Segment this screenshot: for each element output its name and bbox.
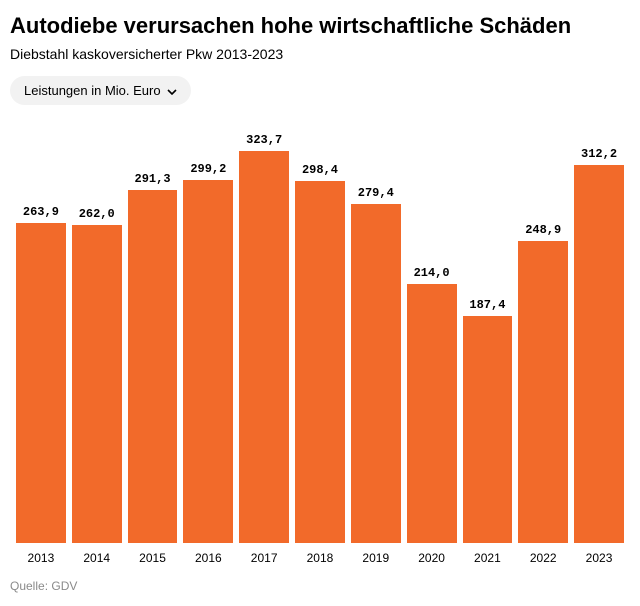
- bar: [16, 223, 66, 543]
- x-tick: 2019: [351, 551, 401, 565]
- bar-col: 262,0: [72, 123, 122, 543]
- bar-value-label: 299,2: [190, 162, 226, 176]
- x-tick: 2018: [295, 551, 345, 565]
- bar: [72, 225, 122, 543]
- bar-col: 187,4: [463, 123, 513, 543]
- bar-value-label: 262,0: [79, 207, 115, 221]
- bar-col: 298,4: [295, 123, 345, 543]
- bar-value-label: 323,7: [246, 133, 282, 147]
- bar-value-label: 291,3: [135, 172, 171, 186]
- bar-col: 291,3: [128, 123, 178, 543]
- bar-value-label: 248,9: [525, 223, 561, 237]
- x-tick: 2022: [518, 551, 568, 565]
- bar-value-label: 298,4: [302, 163, 338, 177]
- x-tick: 2017: [239, 551, 289, 565]
- bar: [463, 316, 513, 543]
- bar-value-label: 187,4: [469, 298, 505, 312]
- x-tick: 2021: [463, 551, 513, 565]
- bar-col: 214,0: [407, 123, 457, 543]
- bar: [407, 284, 457, 543]
- bar: [239, 151, 289, 543]
- bar-col: 279,4: [351, 123, 401, 543]
- chart-subtitle: Diebstahl kaskoversicherter Pkw 2013-202…: [10, 46, 630, 62]
- bar-value-label: 214,0: [414, 266, 450, 280]
- metric-selector-label: Leistungen in Mio. Euro: [24, 83, 161, 98]
- bar-col: 299,2: [183, 123, 233, 543]
- x-tick: 2014: [72, 551, 122, 565]
- x-tick: 2015: [128, 551, 178, 565]
- bar-col: 263,9: [16, 123, 66, 543]
- chart-title: Autodiebe verursachen hohe wirtschaftlic…: [10, 12, 630, 40]
- x-tick: 2013: [16, 551, 66, 565]
- bar-value-label: 312,2: [581, 147, 617, 161]
- bar-value-label: 263,9: [23, 205, 59, 219]
- metric-selector[interactable]: Leistungen in Mio. Euro: [10, 76, 191, 105]
- chevron-down-icon: [167, 83, 177, 98]
- x-axis: 2013 2014 2015 2016 2017 2018 2019 2020 2021 2022…: [10, 551, 630, 565]
- bar: [574, 165, 624, 543]
- bar-chart: 263,9 262,0 291,3 299,2 323,7 298,4 279,4 214,0…: [10, 123, 630, 543]
- x-tick: 2023: [574, 551, 624, 565]
- bar: [128, 190, 178, 543]
- source-label: Quelle: GDV: [10, 579, 630, 593]
- bar: [183, 180, 233, 543]
- bar-col: 312,2: [574, 123, 624, 543]
- bar-value-label: 279,4: [358, 186, 394, 200]
- bar-col: 323,7: [239, 123, 289, 543]
- x-tick: 2020: [407, 551, 457, 565]
- bar: [518, 241, 568, 543]
- bar: [295, 181, 345, 543]
- x-tick: 2016: [183, 551, 233, 565]
- bar-col: 248,9: [518, 123, 568, 543]
- bar: [351, 204, 401, 543]
